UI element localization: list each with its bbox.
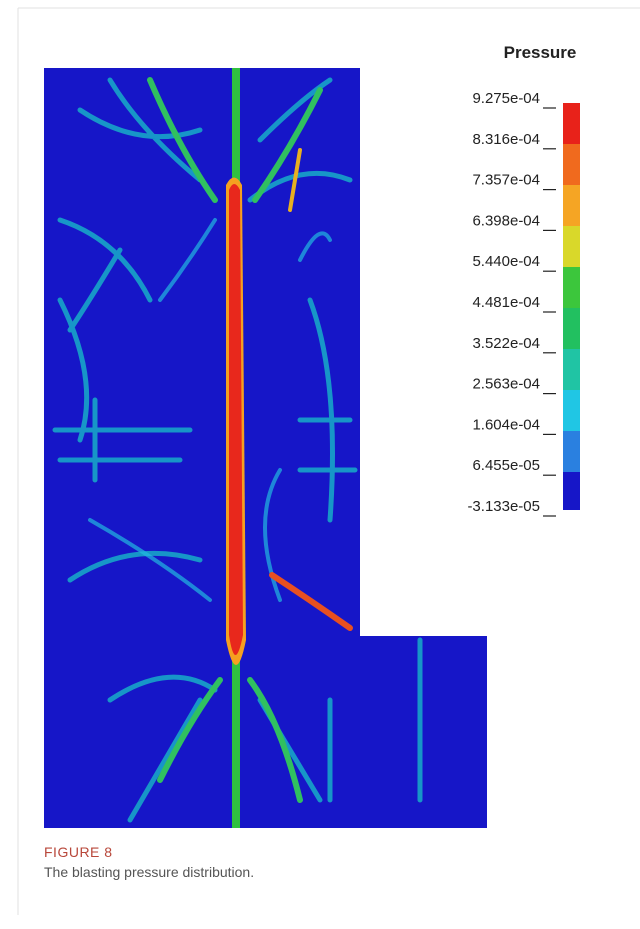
legend-label: 6.398e-04 bbox=[472, 212, 540, 229]
simulation-image bbox=[44, 68, 487, 828]
figure-label: FIGURE 8 bbox=[44, 844, 113, 860]
figure: Pressure FIGURE 8 The blasting pressure … bbox=[0, 0, 640, 929]
legend-label: 7.357e-04 bbox=[472, 172, 540, 189]
colorbar-segment bbox=[563, 431, 580, 472]
colorbar-segment bbox=[563, 390, 580, 431]
legend-label: 2.563e-04 bbox=[472, 376, 540, 393]
colorbar-segment bbox=[563, 349, 580, 390]
legend-label: 6.455e-05 bbox=[472, 457, 540, 474]
colorbar-segment bbox=[563, 144, 580, 185]
legend-label: 5.440e-04 bbox=[472, 253, 540, 270]
figure-caption: The blasting pressure distribution. bbox=[44, 864, 254, 880]
colorbar-segment bbox=[563, 308, 580, 349]
colorbar-segment bbox=[563, 267, 580, 308]
legend-label: 3.522e-04 bbox=[472, 335, 540, 352]
colorbar bbox=[563, 103, 580, 510]
colorbar-segment bbox=[563, 103, 580, 144]
colorbar-segment bbox=[563, 185, 580, 226]
legend-label: 9.275e-04 bbox=[472, 90, 540, 107]
legend-label: -3.133e-05 bbox=[467, 498, 540, 515]
colorbar-segment bbox=[563, 472, 580, 510]
legend-title: Pressure bbox=[504, 43, 577, 62]
legend-label: 4.481e-04 bbox=[472, 294, 540, 311]
colorbar-segment bbox=[563, 226, 580, 267]
legend-label: 8.316e-04 bbox=[472, 131, 540, 148]
page: Pressure FIGURE 8 The blasting pressure … bbox=[0, 0, 640, 929]
legend-label: 1.604e-04 bbox=[472, 416, 540, 433]
